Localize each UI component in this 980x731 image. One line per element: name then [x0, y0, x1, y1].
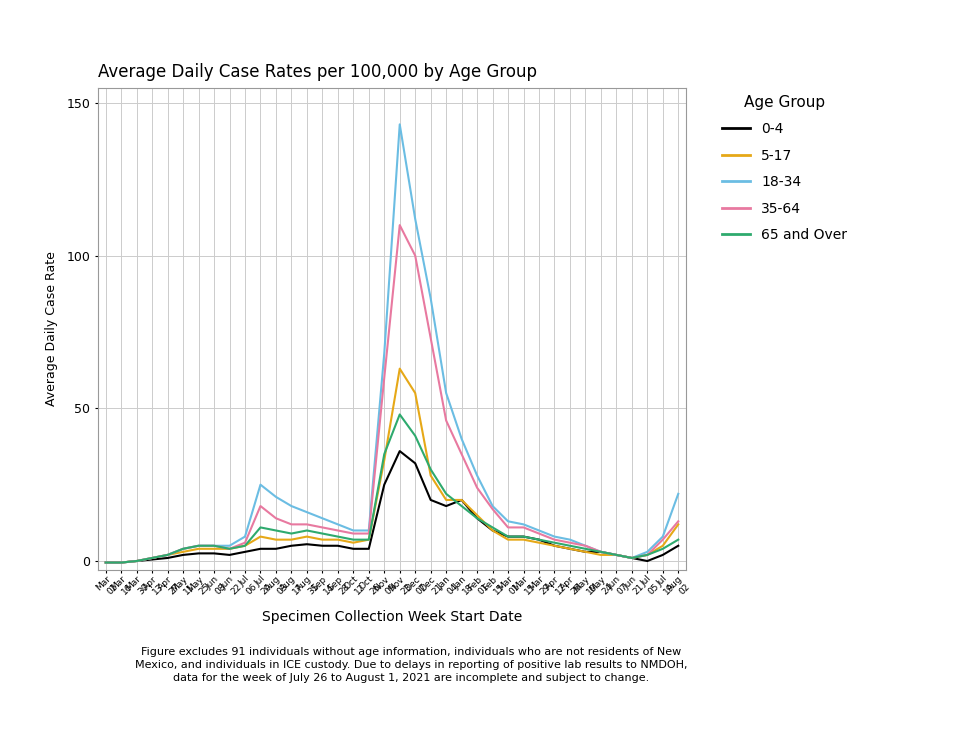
Text: Average Daily Case Rates per 100,000 by Age Group: Average Daily Case Rates per 100,000 by … — [98, 63, 537, 80]
X-axis label: Specimen Collection Week Start Date: Specimen Collection Week Start Date — [262, 610, 522, 624]
Y-axis label: Average Daily Case Rate: Average Daily Case Rate — [45, 251, 58, 406]
Text: Figure excludes 91 individuals without age information, individuals who are not : Figure excludes 91 individuals without a… — [135, 647, 688, 683]
Legend: 0-4, 5-17, 18-34, 35-64, 65 and Over: 0-4, 5-17, 18-34, 35-64, 65 and Over — [722, 94, 848, 242]
Text: Daily case rate per 100,000 population by age: Daily case rate per 100,000 population b… — [273, 11, 707, 29]
